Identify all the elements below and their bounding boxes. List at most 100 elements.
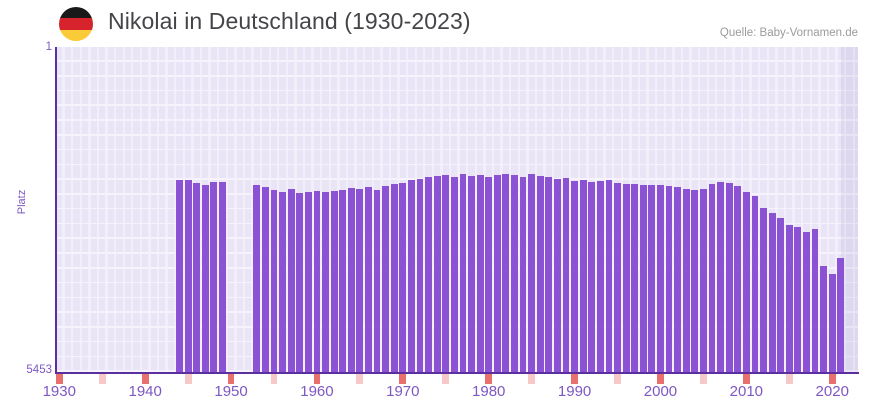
grid-column <box>159 47 166 372</box>
x-axis-tick-label-2010: 2010 <box>729 383 764 400</box>
bar <box>373 190 381 372</box>
grid-column <box>820 47 827 372</box>
x-axis-tick-mark-1935 <box>98 374 106 384</box>
bar <box>622 184 630 372</box>
x-axis-tick-label-1950: 1950 <box>214 383 248 400</box>
grid-column <box>777 47 784 372</box>
x-axis-tick-label-1980: 1980 <box>472 383 506 400</box>
grid-column <box>107 47 114 372</box>
bar <box>313 191 321 372</box>
bar <box>193 183 201 372</box>
bar <box>768 213 776 372</box>
bar <box>725 183 733 372</box>
bar <box>794 227 802 372</box>
bar <box>201 185 209 372</box>
grid-column <box>236 47 243 372</box>
grid-column <box>811 47 819 372</box>
bar <box>485 177 493 372</box>
grid-column <box>150 47 157 372</box>
grid-column <box>837 47 844 372</box>
bar <box>390 184 398 372</box>
x-axis-tick-mark-1960 <box>313 374 321 384</box>
grid-column <box>829 47 836 372</box>
x-axis-tick-mark-1990 <box>571 374 578 384</box>
bar <box>751 196 759 372</box>
grid-row-line <box>55 119 858 121</box>
x-axis-tick-mark-1950 <box>227 374 235 384</box>
bar <box>425 177 432 372</box>
bar <box>700 189 707 372</box>
bar <box>596 181 604 372</box>
grid-row-line <box>55 134 858 136</box>
x-axis-tick-mark-1965 <box>356 374 364 384</box>
grid-column <box>794 47 801 372</box>
bar <box>571 181 578 372</box>
bar <box>828 274 836 372</box>
bar <box>777 218 785 372</box>
bar <box>674 187 682 372</box>
bar <box>579 180 587 372</box>
bar <box>468 176 475 372</box>
x-axis-tick-label-1940: 1940 <box>128 383 162 400</box>
bar <box>476 175 484 372</box>
bar <box>811 229 819 372</box>
bar <box>803 232 810 372</box>
x-axis-line <box>55 372 859 374</box>
x-axis-tick-mark-2015 <box>785 374 793 384</box>
bar <box>657 185 664 372</box>
bar <box>614 183 621 372</box>
grid-column <box>133 47 140 372</box>
bar <box>648 185 656 372</box>
x-axis-tick-mark-2020 <box>828 374 836 384</box>
bar-series <box>55 47 858 372</box>
source-attribution: Quelle: Baby-Vornamen.de <box>719 27 858 39</box>
x-axis-tick-mark-1970 <box>399 374 407 384</box>
bar <box>287 189 295 372</box>
bar <box>322 192 329 372</box>
bar <box>545 177 553 372</box>
page-title: Nikolai in Deutschland (1930-2023) <box>108 8 471 34</box>
x-axis-tick-label-1990: 1990 <box>557 383 592 400</box>
grid-column <box>854 47 858 372</box>
grid-column <box>803 47 810 372</box>
bar <box>708 184 716 372</box>
bar <box>511 175 518 372</box>
bar <box>554 179 561 372</box>
bar <box>382 186 390 372</box>
grid-row-line <box>55 163 858 166</box>
bar <box>717 182 724 372</box>
x-axis-tick-mark-1985 <box>528 374 536 384</box>
bar <box>639 185 647 372</box>
grid-column <box>73 47 80 372</box>
chart-header: Nikolai in Deutschland (1930-2023) Quell… <box>0 0 873 46</box>
flag-band-gold <box>59 29 93 41</box>
x-axis-tick-label-1930: 1930 <box>42 383 76 400</box>
bar <box>502 174 510 372</box>
bar <box>631 184 639 372</box>
german-flag-circle-icon <box>59 7 93 41</box>
bar <box>837 258 845 372</box>
y-axis-line <box>55 47 57 373</box>
x-axis-tick-mark-2010 <box>742 374 750 384</box>
x-axis-tick-label-2020: 2020 <box>815 383 849 400</box>
bar <box>433 176 441 372</box>
x-axis-tick-mark-2000 <box>657 374 664 384</box>
bar <box>459 174 467 372</box>
grid-column <box>56 47 63 372</box>
bar <box>734 186 742 372</box>
bar <box>330 191 338 372</box>
bar <box>416 179 424 372</box>
bar <box>304 192 312 372</box>
grid-column <box>846 47 853 372</box>
grid-row-line <box>55 104 858 107</box>
y-axis-title: Platz <box>16 189 28 215</box>
flag-band-red <box>59 18 93 30</box>
grid-column <box>124 47 132 372</box>
bar <box>682 189 690 372</box>
bar <box>184 180 192 372</box>
bar <box>820 266 828 372</box>
bar <box>562 178 570 372</box>
bar <box>356 189 364 372</box>
grid-column <box>116 47 123 372</box>
